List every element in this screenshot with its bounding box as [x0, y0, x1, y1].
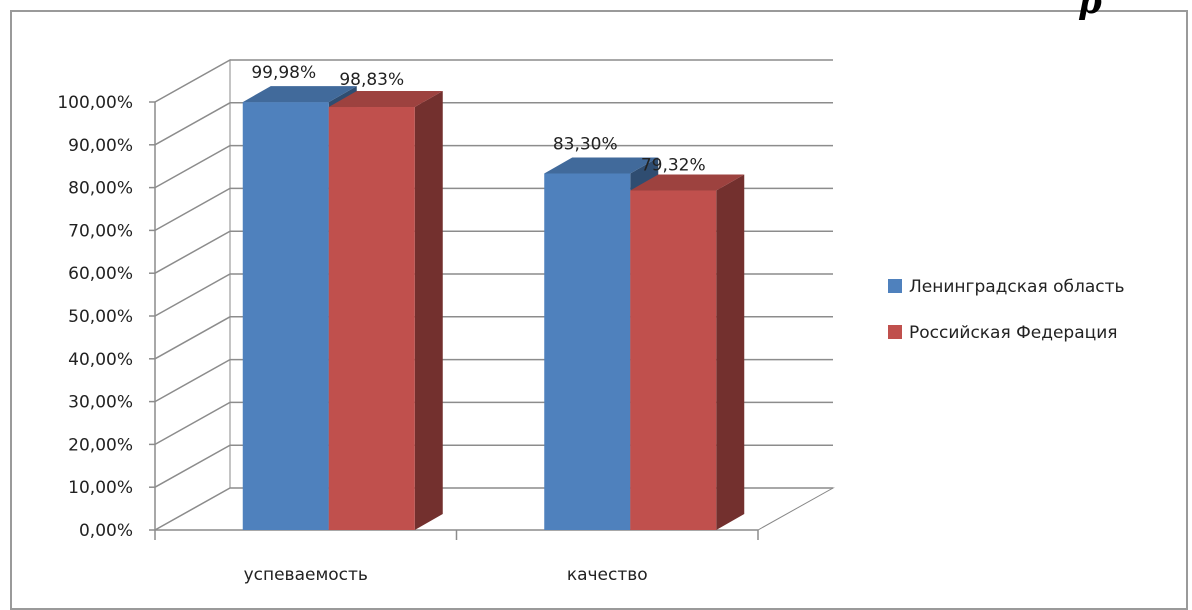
- bar: [328, 91, 443, 530]
- bar: [630, 174, 745, 530]
- y-tick-label: 60,00%: [68, 264, 133, 284]
- y-tick-label: 20,00%: [68, 435, 133, 455]
- y-tick-label: 10,00%: [68, 478, 133, 498]
- data-label: 99,98%: [251, 63, 316, 83]
- corner-mark: р: [1078, 0, 1102, 22]
- y-tick-label: 0,00%: [79, 521, 133, 541]
- gridline: [154, 102, 833, 146]
- bar-top: [630, 174, 745, 191]
- x-category-label: успеваемость: [244, 565, 368, 585]
- bar-front: [544, 173, 631, 530]
- x-category-label: качество: [567, 565, 648, 585]
- bar-front: [328, 107, 415, 530]
- y-tick-label: 80,00%: [68, 179, 133, 199]
- legend-swatch: [888, 279, 902, 293]
- data-label: 83,30%: [553, 134, 618, 154]
- y-tick-label: 90,00%: [68, 136, 133, 156]
- bar-side: [414, 91, 443, 530]
- legend: Ленинградская область Российская Федераци…: [888, 277, 1125, 343]
- gridline: [154, 144, 833, 189]
- data-labels: 99,98% 98,83% 83,30% 79,32%: [251, 63, 705, 175]
- y-tick-label: 50,00%: [68, 307, 133, 327]
- legend-label: Российская Федерация: [909, 323, 1117, 343]
- y-tick-label: 70,00%: [68, 221, 133, 241]
- y-tick-label: 40,00%: [68, 350, 133, 370]
- bar-top: [328, 91, 443, 108]
- y-tick-label: 100,00%: [57, 93, 133, 113]
- data-label: 79,32%: [641, 156, 706, 176]
- bar-front: [630, 190, 717, 530]
- bar-top: [242, 86, 357, 103]
- x-category-labels: успеваемость качество: [244, 565, 648, 585]
- legend-swatch: [888, 325, 902, 339]
- bar-side: [716, 174, 745, 530]
- data-label: 98,83%: [339, 70, 404, 90]
- bars: [242, 86, 745, 530]
- legend-label: Ленинградская область: [909, 277, 1125, 297]
- bar-front: [242, 102, 329, 530]
- gridline: [154, 59, 833, 103]
- bar-top: [544, 157, 659, 174]
- y-tick-label: 30,00%: [68, 393, 133, 413]
- y-tick-labels: 0,00% 10,00% 20,00% 30,00% 40,00% 50,00% 60,00…: [57, 93, 133, 541]
